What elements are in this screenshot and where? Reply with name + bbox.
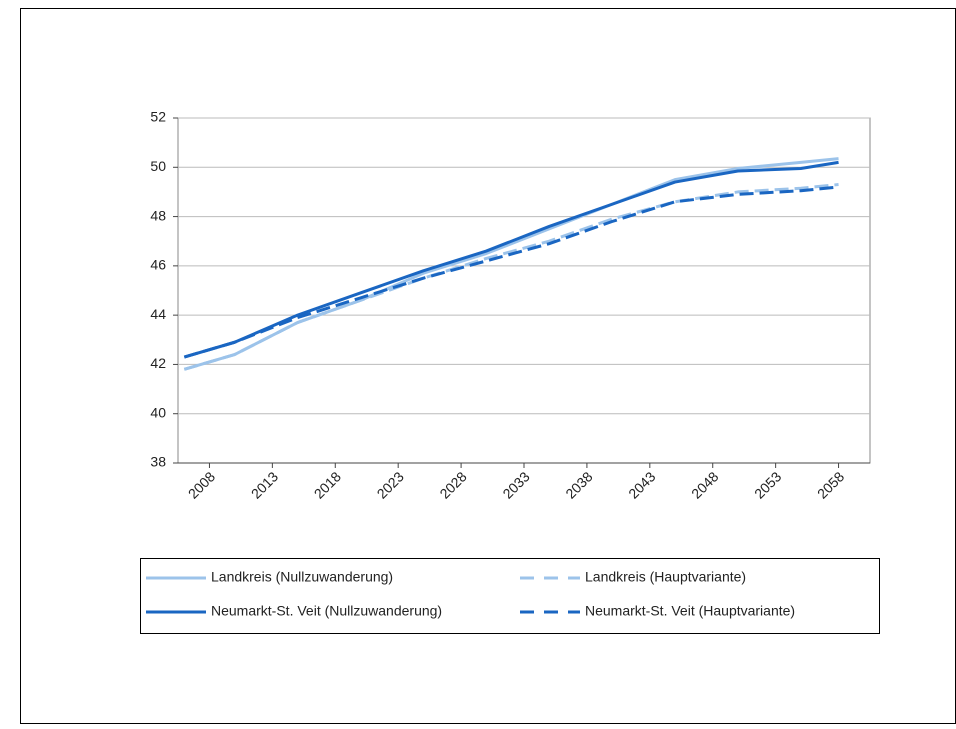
series-line [183, 160, 839, 359]
y-tick-label: 48 [150, 207, 166, 223]
y-tick-label: 50 [150, 158, 166, 174]
y-tick-label: 44 [150, 306, 166, 322]
y-tick-label: 38 [150, 454, 166, 470]
y-tick-label: 52 [150, 109, 166, 125]
y-tick-label: 42 [150, 355, 166, 371]
series-line [183, 183, 839, 371]
legend-label: Neumarkt-St. Veit (Hauptvariante) [585, 603, 795, 619]
legend-label: Landkreis (Nullzuwanderung) [211, 569, 393, 585]
legend-label: Neumarkt-St. Veit (Nullzuwanderung) [211, 603, 442, 619]
series-line [183, 185, 839, 359]
legend-label: Landkreis (Hauptvariante) [585, 569, 746, 585]
legend-box [140, 558, 880, 634]
y-tick-label: 46 [150, 257, 166, 273]
y-tick-label: 40 [150, 404, 166, 420]
